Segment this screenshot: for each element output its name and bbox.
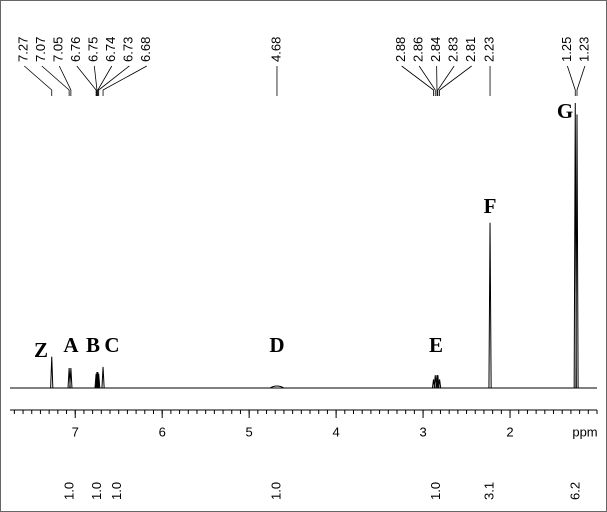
peak-label: 1.25: [559, 37, 574, 62]
signal-letter: G: [557, 99, 573, 123]
peak-label: 7.27: [16, 37, 31, 62]
leader-line: [437, 65, 455, 96]
leader-line: [439, 65, 472, 96]
leader-line: [98, 65, 130, 96]
leader-line: [93, 65, 98, 96]
leader-line: [41, 65, 70, 96]
x-tick-label: 5: [246, 424, 253, 439]
peak-label: 2.84: [428, 37, 443, 62]
integral-label: 1.0: [268, 482, 283, 500]
x-tick-label: 6: [159, 424, 166, 439]
leader-line: [58, 65, 72, 96]
peak: [50, 356, 54, 389]
integral-label: 1.0: [61, 482, 76, 500]
peak: [101, 366, 105, 389]
leader-line: [418, 65, 436, 96]
peak-label: 6.75: [86, 37, 101, 62]
peak-label: 4.68: [268, 37, 283, 62]
integral-label: 3.1: [481, 482, 496, 500]
integral-label: 1.0: [428, 482, 443, 500]
leader-line: [24, 65, 53, 96]
peak-label: 1.23: [576, 37, 591, 62]
leader-line: [76, 65, 97, 96]
peak-label: 7.05: [51, 37, 66, 62]
signal-letter: F: [484, 194, 497, 218]
peak-label: 2.86: [411, 37, 426, 62]
peak-label: 6.76: [68, 37, 83, 62]
peak: [438, 379, 442, 389]
x-tick-label: 2: [506, 424, 513, 439]
leader-line: [401, 65, 434, 96]
peak-label: 2.81: [463, 37, 478, 62]
leader-line: [102, 65, 147, 96]
signal-letter: D: [269, 333, 284, 357]
leader-line: [576, 65, 586, 96]
signal-letter: Z: [34, 338, 48, 362]
peak-label: 2.88: [393, 37, 408, 62]
peak: [97, 373, 101, 389]
signal-letter: C: [104, 333, 119, 357]
signal-letter: E: [429, 333, 443, 357]
x-axis-label: ppm: [572, 424, 597, 439]
leader-line: [566, 65, 576, 96]
peak-label: 7.07: [33, 37, 48, 62]
peak-label: 6.68: [138, 37, 153, 62]
peak-label: 6.74: [103, 37, 118, 62]
peak: [488, 222, 492, 389]
peak-label: 2.23: [481, 37, 496, 62]
x-tick-label: 3: [419, 424, 426, 439]
peak: [575, 114, 579, 389]
integral-label: 1.0: [109, 482, 124, 500]
x-tick-label: 7: [72, 424, 79, 439]
integral-label: 6.2: [568, 482, 583, 500]
signal-letter: B: [86, 333, 100, 357]
signal-letter: A: [63, 333, 79, 357]
peak: [435, 375, 439, 389]
peak: [69, 368, 73, 389]
leader-line: [97, 65, 113, 96]
peak-label: 2.83: [446, 37, 461, 62]
x-tick-label: 4: [332, 424, 339, 439]
peak: [269, 385, 285, 389]
peak: [96, 372, 100, 389]
integral-label: 1.0: [89, 482, 104, 500]
peak-label: 6.73: [121, 37, 136, 62]
